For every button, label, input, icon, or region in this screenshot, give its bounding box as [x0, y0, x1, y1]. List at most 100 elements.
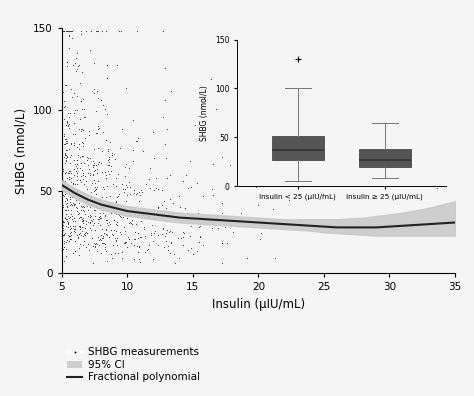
Point — [74, 151, 82, 158]
Point — [70, 157, 77, 164]
Point — [208, 186, 216, 192]
Point — [181, 230, 188, 236]
Point — [269, 134, 277, 140]
Point — [143, 247, 151, 253]
Point — [73, 156, 81, 163]
Point — [103, 258, 111, 264]
Point — [152, 174, 160, 181]
Point — [62, 28, 70, 34]
Point — [83, 154, 91, 160]
Point — [97, 215, 104, 222]
Point — [107, 209, 115, 216]
Point — [161, 96, 168, 103]
Point — [121, 173, 129, 179]
Point — [60, 104, 68, 110]
Point — [166, 196, 174, 202]
Point — [224, 240, 231, 246]
Point — [76, 80, 83, 86]
Point — [59, 183, 66, 189]
Point — [168, 228, 175, 235]
Point — [144, 246, 151, 253]
Point — [182, 171, 189, 178]
Point — [126, 219, 134, 225]
Point — [103, 202, 111, 208]
Point — [63, 137, 71, 144]
Point — [98, 204, 105, 210]
Point — [148, 222, 156, 228]
Point — [118, 255, 126, 262]
Point — [70, 181, 77, 187]
Point — [84, 207, 91, 213]
Point — [83, 197, 91, 204]
Point — [98, 239, 106, 246]
Point — [92, 203, 100, 209]
Point — [64, 28, 71, 34]
Point — [64, 221, 72, 227]
Point — [112, 199, 120, 205]
Point — [68, 94, 76, 101]
Point — [82, 198, 90, 205]
Point — [63, 204, 71, 210]
Point — [80, 153, 87, 159]
Point — [105, 156, 113, 162]
Point — [91, 213, 98, 219]
Point — [65, 175, 73, 182]
Point — [180, 229, 187, 235]
Point — [243, 255, 251, 261]
Point — [71, 139, 78, 146]
Point — [80, 208, 88, 214]
Point — [136, 259, 143, 265]
Point — [106, 219, 113, 226]
Point — [95, 237, 102, 244]
Point — [106, 139, 114, 146]
Point — [184, 247, 192, 253]
Point — [60, 238, 68, 244]
Point — [76, 213, 84, 220]
Point — [114, 235, 121, 241]
Point — [254, 202, 261, 208]
Point — [62, 207, 70, 213]
Point — [108, 227, 115, 233]
Point — [71, 215, 78, 221]
Point — [159, 225, 167, 231]
Point — [101, 106, 109, 112]
Point — [60, 166, 67, 172]
Point — [154, 242, 162, 249]
Point — [62, 157, 69, 164]
Point — [90, 220, 98, 227]
Point — [62, 246, 69, 252]
Point — [74, 63, 82, 69]
Point — [158, 202, 166, 208]
Point — [61, 231, 68, 238]
Point — [81, 211, 89, 217]
Point — [158, 231, 165, 238]
Point — [102, 172, 109, 179]
Point — [61, 115, 68, 122]
Point — [103, 232, 110, 238]
Point — [137, 218, 145, 225]
Point — [63, 218, 71, 224]
Point — [77, 232, 85, 238]
Point — [99, 102, 106, 109]
Point — [122, 182, 129, 188]
Point — [125, 164, 133, 171]
Point — [169, 200, 176, 206]
Point — [60, 168, 67, 174]
Point — [98, 237, 105, 243]
Point — [82, 230, 89, 236]
Point — [95, 159, 102, 165]
Point — [66, 236, 74, 243]
Point — [76, 116, 84, 122]
Point — [64, 183, 71, 189]
Point — [81, 114, 88, 120]
Point — [90, 90, 98, 97]
Point — [159, 114, 167, 120]
Point — [98, 194, 106, 200]
Point — [135, 244, 142, 250]
Point — [66, 154, 73, 160]
Point — [129, 158, 137, 164]
Point — [105, 234, 113, 240]
Point — [86, 204, 94, 211]
Point — [92, 204, 100, 211]
Point — [91, 187, 99, 194]
